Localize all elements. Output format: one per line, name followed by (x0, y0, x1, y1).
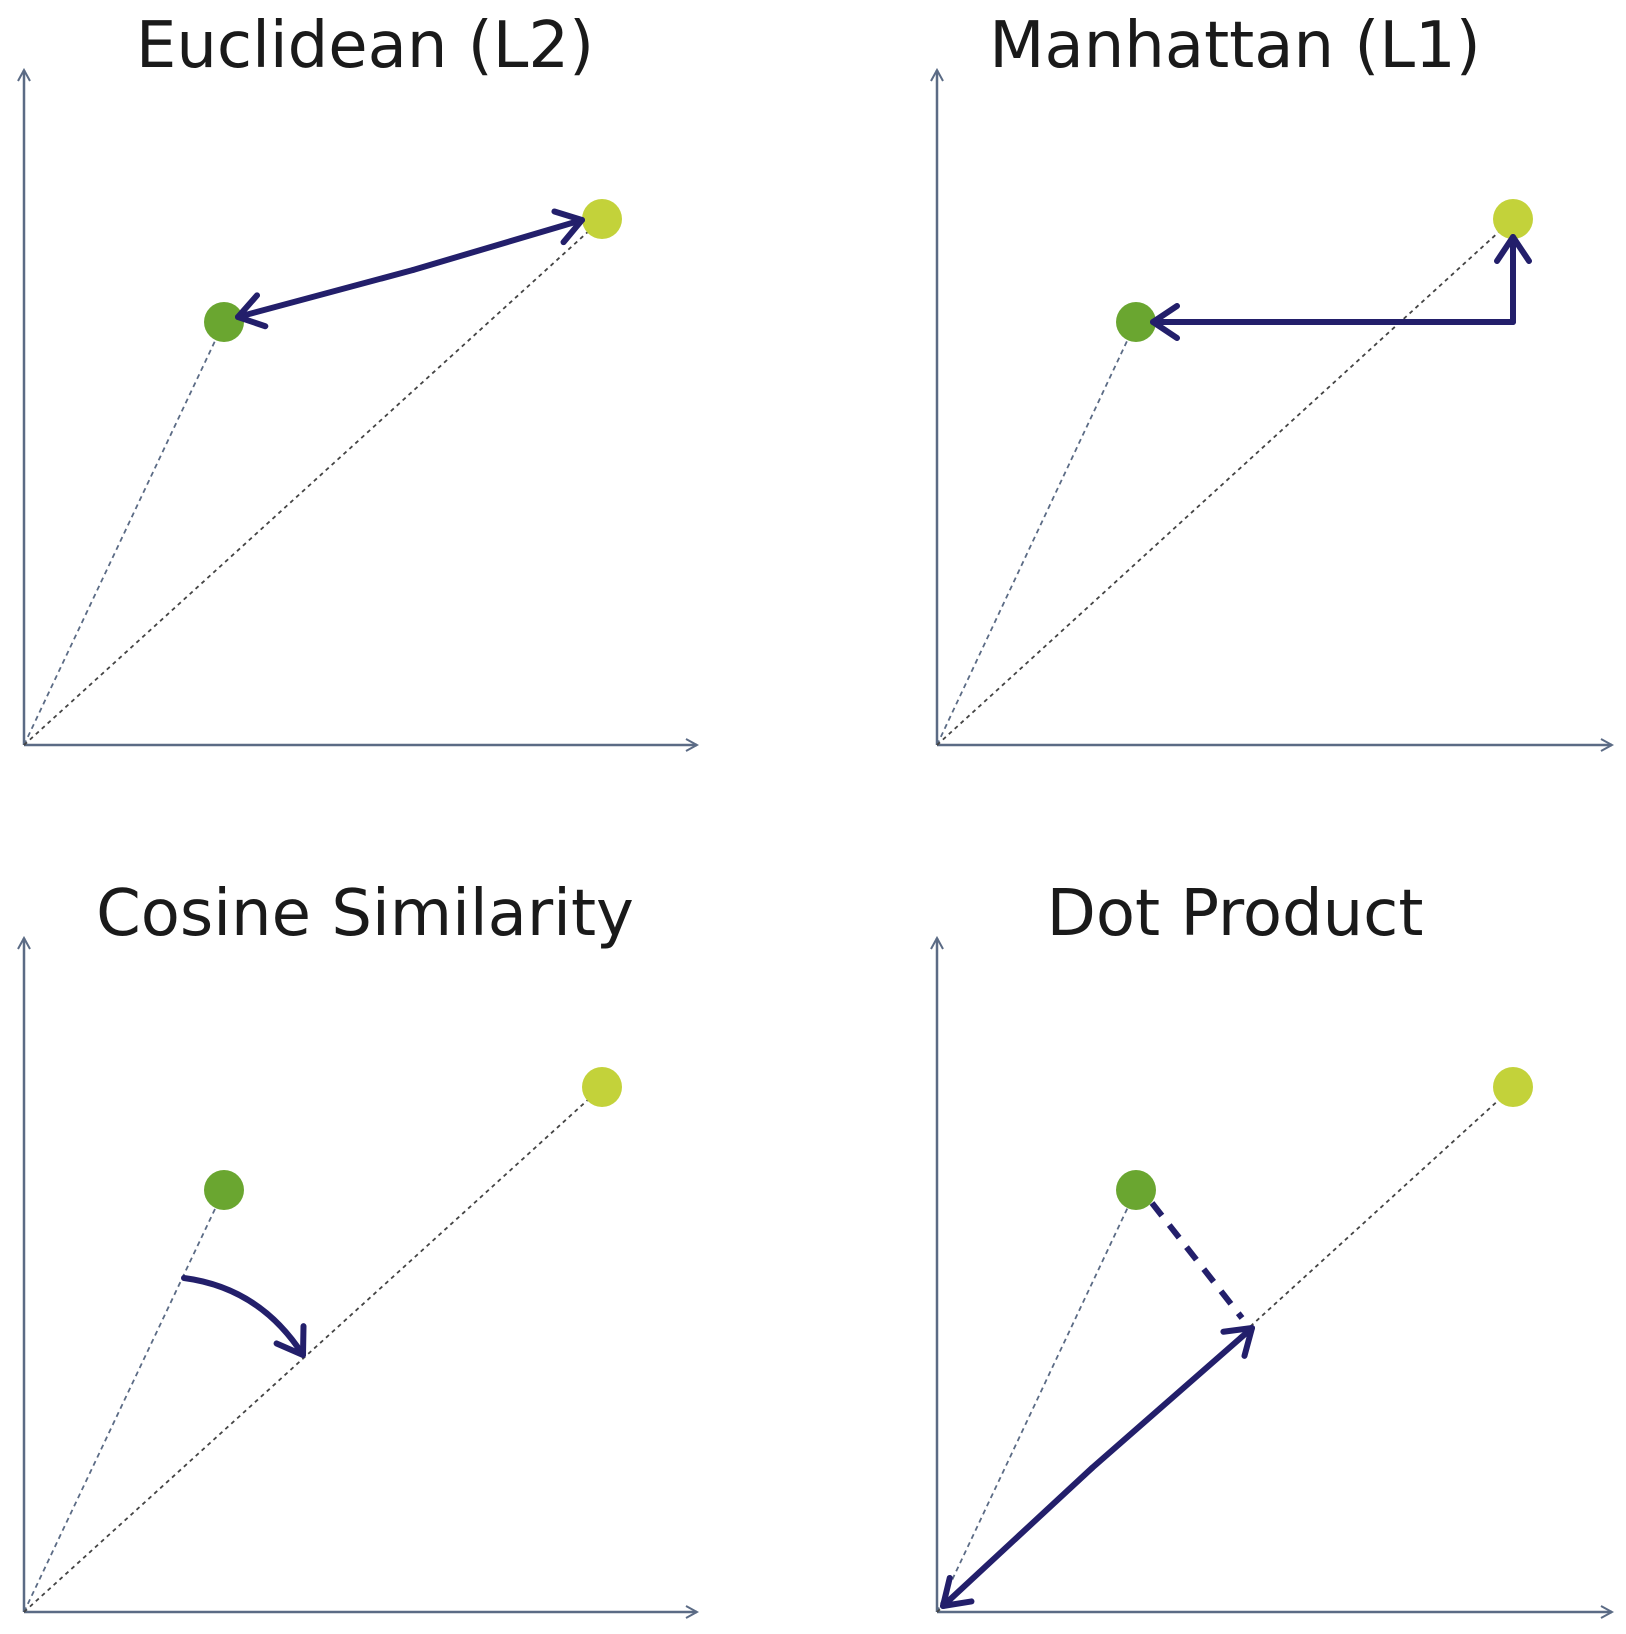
guide-line-b (23, 218, 603, 746)
guide-line-a (23, 321, 225, 746)
panel-dot-product (937, 938, 1612, 1612)
guide-line-a (936, 321, 1137, 746)
point-a (1116, 1170, 1156, 1210)
point-a (204, 1170, 244, 1210)
guide-line-a (936, 1189, 1137, 1613)
point-a (1116, 302, 1156, 342)
projection-line (1149, 1201, 1245, 1320)
panel-title-dot-product: Dot Product (1046, 877, 1424, 951)
projection-arrow-forward (1089, 1325, 1255, 1471)
point-b (1493, 1067, 1533, 1107)
panel-cosine (24, 938, 697, 1612)
panel-title-euclidean: Euclidean (L2) (135, 9, 595, 83)
distance-arrow-back (235, 267, 416, 330)
angle-arrow (181, 1275, 307, 1358)
point-b (1493, 199, 1533, 239)
panel-title-cosine: Cosine Similarity (96, 877, 634, 951)
panel-manhattan (937, 70, 1612, 745)
distance-arrow-forward (410, 208, 585, 273)
point-b (582, 1067, 622, 1107)
guide-line-b (23, 1086, 603, 1613)
guide-line-b (936, 218, 1514, 746)
guide-line-a (23, 1189, 225, 1613)
point-b (582, 199, 622, 239)
panel-title-manhattan: Manhattan (L1) (989, 9, 1481, 83)
point-a (204, 302, 244, 342)
projection-arrow-back (940, 1465, 1095, 1609)
panel-euclidean (24, 70, 697, 745)
